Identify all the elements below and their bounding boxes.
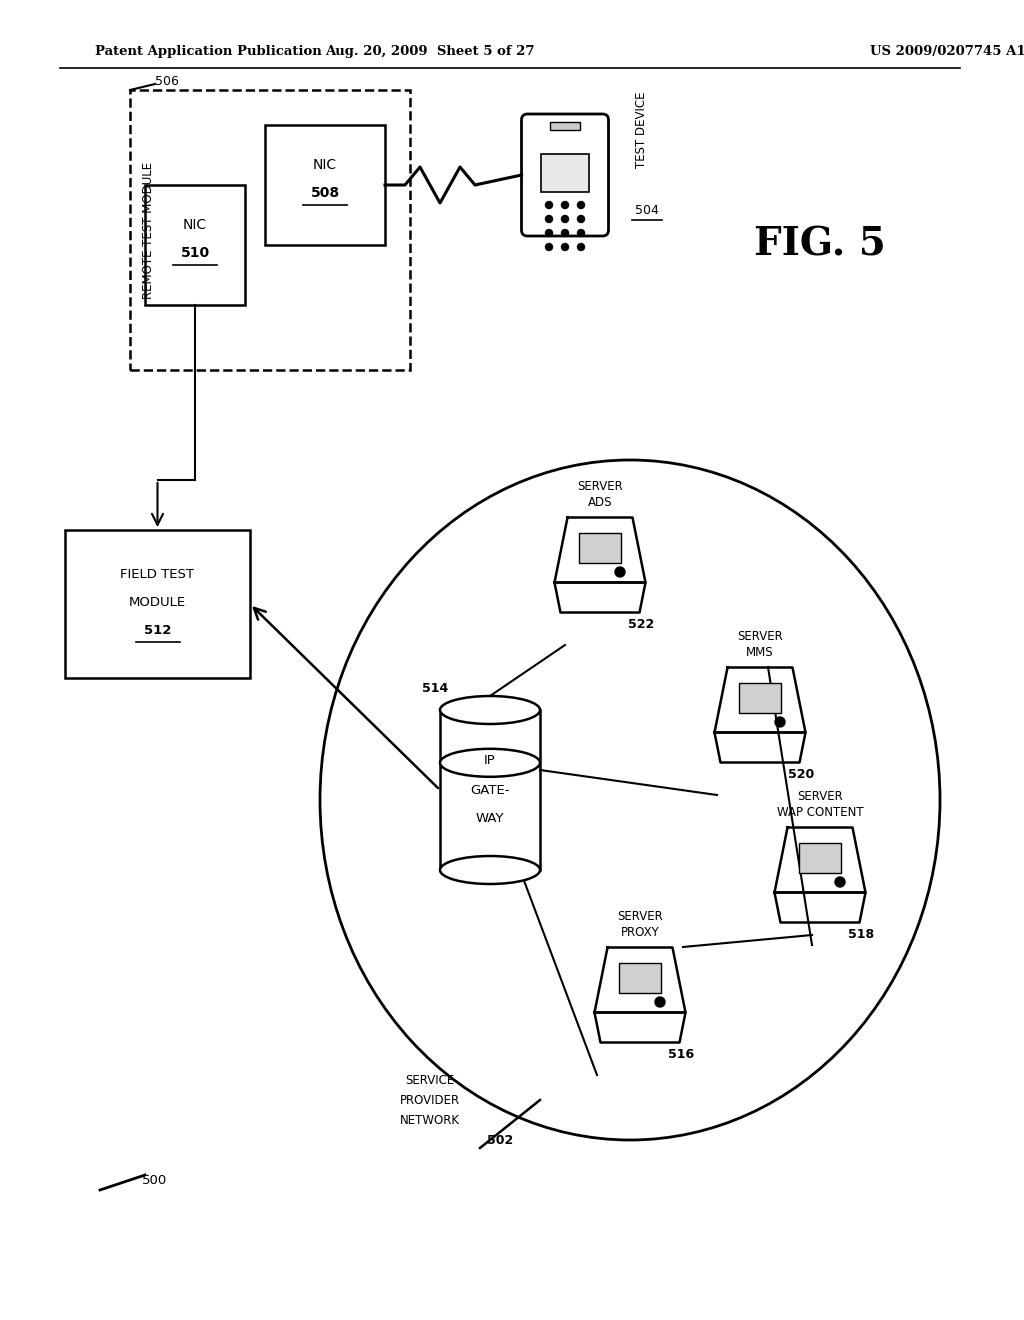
Circle shape [546, 202, 553, 209]
Polygon shape [715, 733, 806, 763]
Text: NIC: NIC [183, 218, 207, 232]
Circle shape [546, 230, 553, 236]
Text: ADS: ADS [588, 495, 612, 508]
Circle shape [578, 202, 585, 209]
Circle shape [578, 230, 585, 236]
Text: SERVER: SERVER [797, 789, 843, 803]
Circle shape [578, 215, 585, 223]
Text: TEST DEVICE: TEST DEVICE [635, 92, 648, 168]
Circle shape [561, 202, 568, 209]
Text: 508: 508 [310, 186, 340, 201]
Bar [65, 531, 250, 678]
Bar [541, 154, 589, 191]
Ellipse shape [440, 696, 540, 723]
Text: 510: 510 [180, 246, 210, 260]
Polygon shape [715, 668, 806, 733]
Text: WAY: WAY [476, 812, 504, 825]
Circle shape [546, 215, 553, 223]
Text: NETWORK: NETWORK [400, 1114, 460, 1126]
Text: US 2009/0207745 A1: US 2009/0207745 A1 [870, 45, 1024, 58]
Circle shape [561, 230, 568, 236]
Text: MMS: MMS [746, 645, 774, 659]
Text: Patent Application Publication: Patent Application Publication [95, 45, 322, 58]
Bar [130, 90, 410, 370]
Bar [618, 964, 662, 993]
Text: 520: 520 [788, 768, 814, 781]
Circle shape [655, 997, 665, 1007]
Polygon shape [555, 582, 645, 612]
Text: PROVIDER: PROVIDER [400, 1093, 460, 1106]
Bar [579, 533, 621, 564]
Bar [739, 682, 781, 713]
Text: 522: 522 [628, 618, 654, 631]
Bar [799, 843, 841, 873]
Text: IP: IP [484, 754, 496, 767]
Text: GATE-: GATE- [470, 784, 510, 796]
Text: NIC: NIC [313, 158, 337, 172]
Text: FIG. 5: FIG. 5 [754, 226, 886, 264]
Bar [265, 125, 385, 246]
Circle shape [561, 215, 568, 223]
Circle shape [578, 243, 585, 251]
Circle shape [561, 243, 568, 251]
Text: 506: 506 [155, 75, 179, 88]
Text: MODULE: MODULE [129, 595, 186, 609]
Text: SERVICE: SERVICE [406, 1073, 455, 1086]
Text: 500: 500 [142, 1173, 168, 1187]
Text: WAP CONTENT: WAP CONTENT [776, 805, 863, 818]
Circle shape [546, 243, 553, 251]
Ellipse shape [319, 459, 940, 1140]
Text: FIELD TEST: FIELD TEST [121, 569, 195, 582]
Circle shape [835, 876, 845, 887]
Text: SERVER: SERVER [578, 479, 623, 492]
Text: SERVER: SERVER [617, 909, 663, 923]
Text: 512: 512 [143, 623, 171, 636]
Bar [440, 710, 540, 870]
Text: Aug. 20, 2009  Sheet 5 of 27: Aug. 20, 2009 Sheet 5 of 27 [326, 45, 535, 58]
FancyBboxPatch shape [521, 114, 608, 236]
Circle shape [775, 717, 785, 727]
Bar [145, 185, 245, 305]
Polygon shape [555, 517, 645, 582]
Text: 514: 514 [422, 681, 449, 694]
Text: REMOTE TEST MODULE: REMOTE TEST MODULE [141, 161, 155, 298]
Polygon shape [595, 1012, 685, 1043]
Bar [550, 121, 580, 129]
Text: 516: 516 [668, 1048, 694, 1061]
Polygon shape [595, 948, 685, 1012]
Text: SERVER: SERVER [737, 630, 783, 643]
Circle shape [615, 568, 625, 577]
Ellipse shape [440, 855, 540, 884]
Text: 502: 502 [486, 1134, 513, 1147]
Text: 504: 504 [635, 203, 658, 216]
Polygon shape [774, 828, 865, 892]
Text: PROXY: PROXY [621, 925, 659, 939]
Ellipse shape [440, 748, 540, 776]
Text: 518: 518 [848, 928, 874, 941]
Polygon shape [774, 892, 865, 923]
